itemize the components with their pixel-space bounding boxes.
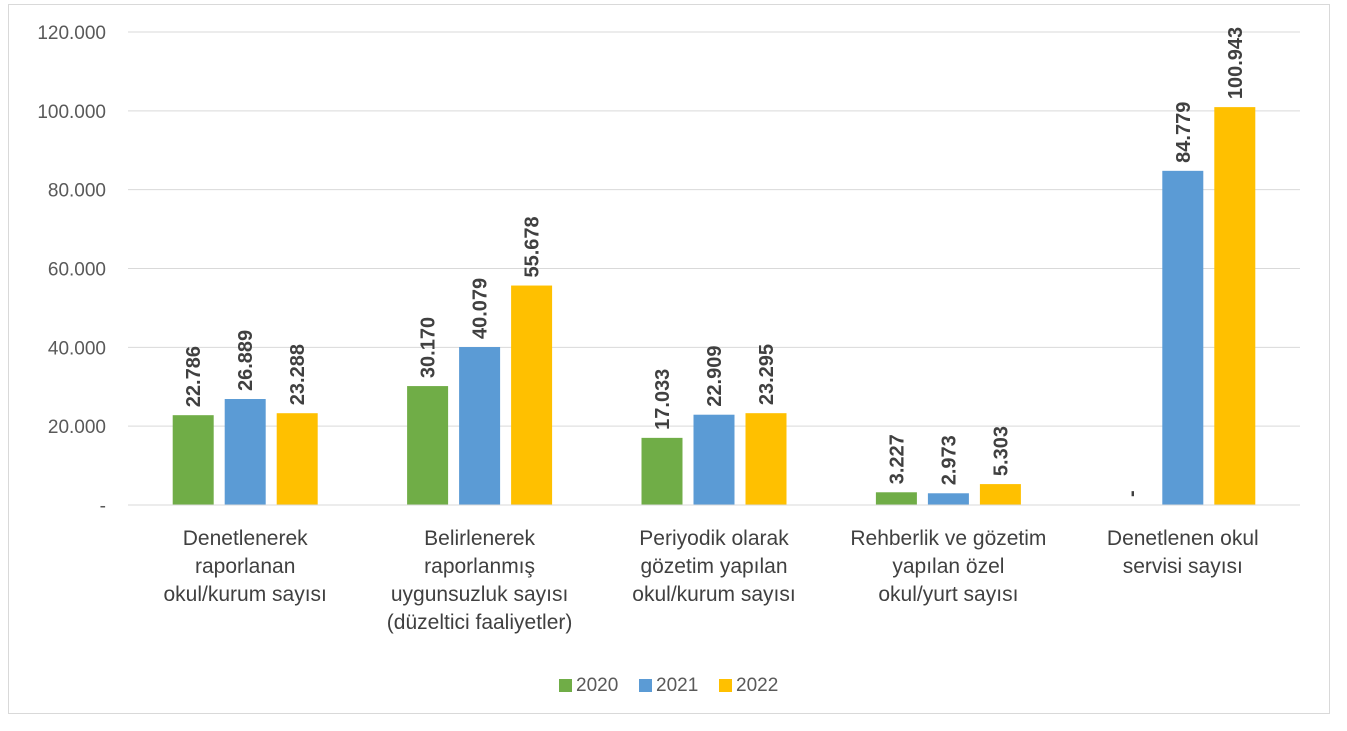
bar-2021: [459, 347, 501, 505]
y-tick-label: 60.000: [48, 260, 106, 281]
x-category-label-line: yapılan özel: [892, 555, 1004, 578]
x-category-label-line: raporlanan: [195, 555, 295, 578]
x-category-label-line: (düzeltici faaliyetler): [387, 611, 573, 634]
x-category-label-line: okul/kurum sayısı: [632, 583, 795, 606]
x-category-label: Periyodik olarak gözetim yapılan okul/kuru…: [632, 527, 795, 606]
data-label: 3.227: [886, 434, 908, 484]
data-label: 26.889: [235, 330, 257, 391]
x-category-label-line: uygunsuzluk sayısı: [391, 583, 568, 606]
y-tick-label: 120.000: [37, 23, 106, 44]
data-label: 22.909: [704, 346, 726, 407]
x-category-label-line: okul/yurt sayısı: [878, 583, 1018, 606]
x-category-label-line: gözetim yapılan: [640, 555, 787, 578]
legend-label: 2021: [656, 675, 698, 696]
y-tick-label: 20.000: [48, 417, 106, 438]
bar-2021: [224, 399, 266, 505]
x-category-label-line: servisi sayısı: [1123, 555, 1243, 578]
bar-2021: [693, 414, 735, 505]
x-axis-categories: Denetlenerek raporlanan okul/kurum sayısı B…: [128, 504, 1300, 634]
x-category-label: Denetlenen okul servisi sayısı: [1107, 527, 1259, 578]
data-label: 84.779: [1173, 102, 1195, 163]
chart-frame: [8, 4, 1330, 714]
x-category-label-line: Denetlenerek: [183, 527, 308, 550]
y-tick-label: -: [100, 496, 106, 517]
bar-2022: [276, 413, 318, 505]
x-category-label-line: okul/kurum sayısı: [164, 583, 327, 606]
bar-2022: [1214, 107, 1256, 506]
x-category-label-line: raporlanmış: [424, 555, 535, 578]
bar-2020: [407, 386, 449, 505]
bar-2020: [641, 437, 683, 505]
data-label: 100.943: [1225, 27, 1247, 99]
legend-swatch-2021: [639, 679, 652, 692]
x-category-label-line: Periyodik olarak: [639, 527, 789, 550]
y-tick-label: 40.000: [48, 338, 106, 359]
bar-2021: [1162, 170, 1204, 505]
data-label: 22.786: [183, 346, 205, 407]
data-label: 23.288: [287, 344, 309, 405]
data-label: 55.678: [522, 216, 544, 277]
x-category-label-line: Denetlenen okul: [1107, 527, 1259, 550]
bars: [172, 107, 1256, 506]
data-label: 5.303: [990, 426, 1012, 476]
x-category-label-line: Rehberlik ve gözetim: [850, 527, 1046, 550]
legend: 2020 2021 2022: [559, 675, 778, 696]
data-label: 17.033: [652, 369, 674, 430]
data-label: 30.170: [418, 317, 440, 378]
y-tick-label: 100.000: [37, 102, 106, 123]
data-label: 40.079: [470, 278, 492, 339]
bar-2022: [511, 285, 553, 505]
bar-2020: [172, 415, 214, 505]
legend-swatch-2020: [559, 679, 572, 692]
y-axis-ticks: - 20.000 40.000 60.000 80.000 100.000 120.000: [37, 23, 106, 517]
legend-label: 2020: [576, 675, 618, 696]
bar-2020: [875, 492, 917, 505]
legend-label: 2022: [736, 675, 778, 696]
x-category-label: Belirlenerek raporlanmış uygunsuzluk sayıs…: [387, 527, 573, 634]
x-category-label: Denetlenerek raporlanan okul/kurum sayısı: [164, 527, 327, 606]
data-label: 2.973: [938, 435, 960, 485]
bar-2022: [745, 413, 787, 505]
data-label: -: [1121, 490, 1143, 497]
legend-swatch-2022: [719, 679, 732, 692]
data-labels: 22.786 26.889 23.288 30.170 40.079 55.678 17.0…: [183, 27, 1247, 497]
bar-2022: [979, 484, 1021, 505]
x-category-label-line: Belirlenerek: [424, 527, 535, 550]
bar-2021: [927, 493, 969, 505]
data-label: 23.295: [756, 344, 778, 405]
x-category-label: Rehberlik ve gözetim yapılan özel okul/yur…: [850, 527, 1046, 606]
y-tick-label: 80.000: [48, 181, 106, 202]
